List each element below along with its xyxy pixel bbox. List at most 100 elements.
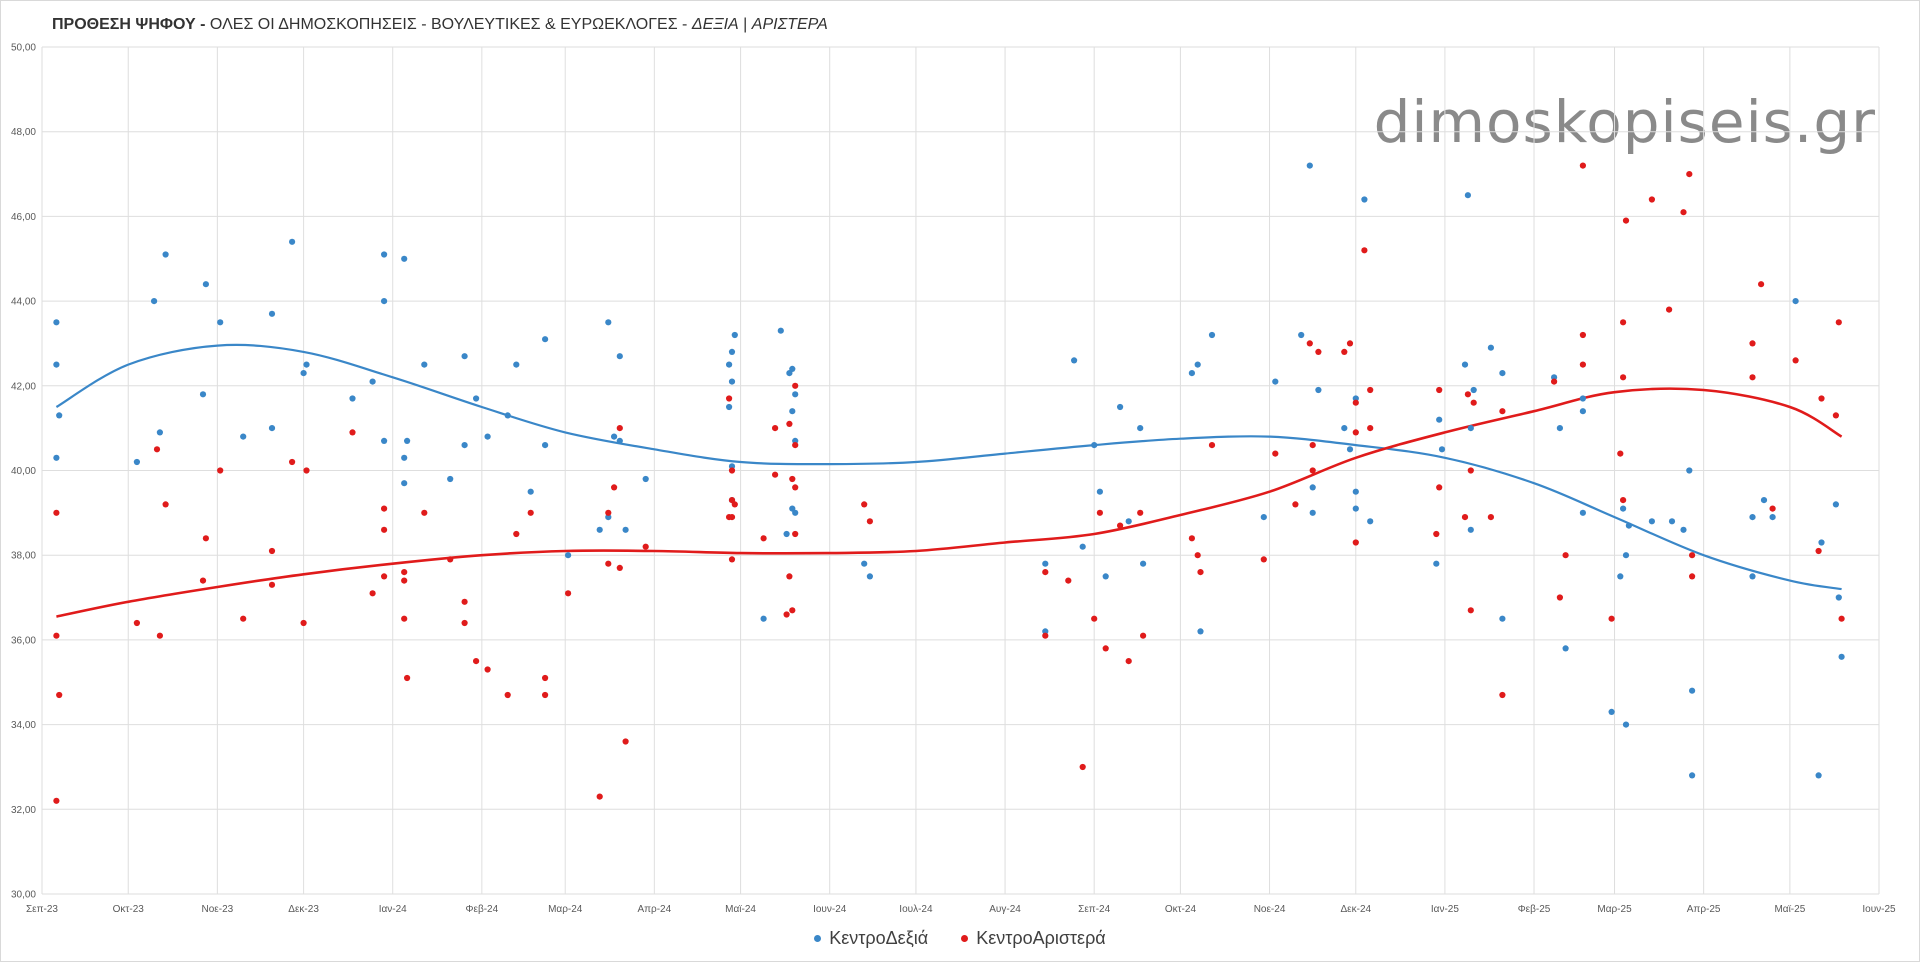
data-point-series-1: [1467, 607, 1474, 614]
data-point-series-0: [404, 437, 411, 444]
data-point-series-1: [1188, 535, 1195, 542]
data-point-series-1: [1620, 319, 1627, 326]
data-point-series-1: [1689, 573, 1696, 580]
data-point-series-1: [1835, 319, 1842, 326]
data-point-series-0: [1749, 573, 1756, 580]
data-point-series-0: [1499, 370, 1506, 377]
x-tick-label: Οκτ-24: [1165, 904, 1197, 915]
data-point-series-1: [1749, 374, 1756, 381]
data-point-series-0: [1648, 518, 1655, 525]
data-point-series-0: [381, 251, 388, 258]
data-point-series-1: [461, 598, 468, 605]
chart-title-separator: |: [738, 16, 752, 33]
legend-label-right: ΚεντροΔεξιά: [829, 928, 929, 948]
data-point-series-0: [527, 488, 534, 495]
data-point-series-0: [1622, 721, 1630, 728]
axis-layer: 30,00 32,00 34,00 36,00 38,00 40,00 42,00 44,00…: [11, 43, 1896, 916]
data-point-series-1: [268, 547, 276, 555]
x-tick-label: Σεπ-24: [1078, 904, 1110, 915]
data-point-series-0: [1818, 539, 1825, 546]
data-point-series-0: [1792, 298, 1799, 305]
data-point-series-1: [401, 615, 408, 622]
y-tick-label: 48,00: [11, 127, 36, 138]
data-point-series-0: [1306, 162, 1313, 169]
data-point-series-1: [622, 738, 629, 745]
data-point-series-0: [1042, 560, 1049, 567]
y-tick-label: 32,00: [11, 805, 36, 816]
chart-title-part-main: ΟΛΕΣ ΟΙ ΔΗΜΟΣΚΟΠΗΣΕΙΣ - ΒΟΥΛΕΥΤΙΚΕΣ & ΕΥ…: [209, 16, 692, 33]
data-point-series-1: [1079, 763, 1086, 771]
data-point-series-0: [1832, 501, 1839, 508]
data-point-series-0: [789, 408, 796, 415]
data-point-series-0: [289, 238, 296, 245]
data-point-series-0: [56, 412, 63, 419]
data-point-series-1: [156, 632, 163, 639]
x-tick-label: Νοε-23: [202, 904, 234, 915]
data-point-series-1: [1749, 340, 1756, 347]
data-point-series-1: [473, 658, 480, 665]
data-point-series-0: [1346, 446, 1354, 453]
data-point-series-1: [527, 509, 534, 516]
data-point-series-1: [1622, 217, 1630, 224]
data-point-series-1: [728, 467, 736, 474]
data-point-series-0: [1079, 543, 1086, 550]
data-point-series-0: [1315, 386, 1322, 394]
data-point-series-0: [1309, 509, 1316, 516]
data-point-series-1: [401, 577, 408, 584]
data-point-series-1: [1648, 196, 1655, 203]
x-tick-label: Φεβ-25: [1518, 904, 1551, 915]
data-point-series-1: [53, 509, 60, 516]
data-point-series-1: [1140, 632, 1147, 639]
data-point-series-1: [1309, 467, 1316, 474]
data-point-series-0: [1551, 374, 1558, 381]
data-point-series-1: [792, 382, 799, 389]
data-point-series-0: [240, 433, 247, 440]
data-point-series-0: [133, 458, 140, 466]
data-point-series-1: [289, 458, 296, 466]
data-point-series-1: [217, 467, 224, 474]
x-tick-label: Νοε-24: [1254, 904, 1286, 915]
data-point-series-1: [1096, 509, 1103, 516]
data-point-series-1: [1137, 509, 1144, 516]
data-point-series-0: [1352, 505, 1359, 512]
data-point-series-0: [1668, 518, 1676, 525]
data-point-series-1: [726, 395, 733, 402]
data-point-series-0: [381, 298, 388, 305]
x-tick-label: Ιουν-24: [813, 904, 847, 915]
data-point-series-1: [1346, 340, 1354, 347]
data-point-series-1: [642, 543, 649, 550]
data-point-series-1: [240, 615, 247, 622]
data-point-series-0: [616, 437, 623, 444]
data-point-series-1: [1306, 340, 1313, 347]
data-point-series-1: [611, 484, 618, 491]
data-point-series-0: [401, 255, 408, 262]
data-point-series-1: [56, 691, 63, 699]
legend-item-left[interactable]: ΚεντροΑριστερά: [961, 928, 1106, 949]
data-point-series-1: [504, 691, 511, 699]
data-point-series-0: [542, 336, 549, 343]
legend-item-right[interactable]: ΚεντροΔεξιά: [814, 928, 928, 949]
chart-title-part-bold: ΠΡΟΘΕΣΗ ΨΗΦΟΥ -: [52, 16, 210, 33]
data-point-series-0: [268, 425, 276, 432]
data-point-series-1: [1758, 281, 1765, 288]
data-point-series-0: [622, 526, 629, 533]
data-point-series-0: [1071, 357, 1078, 364]
data-point-series-1: [542, 674, 549, 682]
data-point-series-1: [1042, 632, 1049, 639]
data-point-series-0: [1838, 653, 1845, 660]
x-tick-label: Ιαν-25: [1431, 904, 1459, 915]
data-point-series-0: [447, 475, 454, 483]
data-point-series-0: [1815, 772, 1822, 779]
data-point-series-1: [1686, 171, 1693, 178]
data-point-series-0: [1091, 442, 1098, 449]
data-point-series-1: [1433, 530, 1440, 538]
data-point-series-0: [1579, 408, 1586, 415]
data-point-series-0: [1433, 560, 1440, 567]
data-point-series-1: [1838, 615, 1845, 622]
data-point-series-1: [789, 475, 796, 483]
data-point-series-0: [1499, 615, 1506, 622]
y-tick-label: 36,00: [11, 635, 36, 646]
data-point-series-1: [783, 611, 790, 618]
data-point-series-1: [605, 509, 612, 516]
data-point-series-1: [1091, 615, 1098, 622]
